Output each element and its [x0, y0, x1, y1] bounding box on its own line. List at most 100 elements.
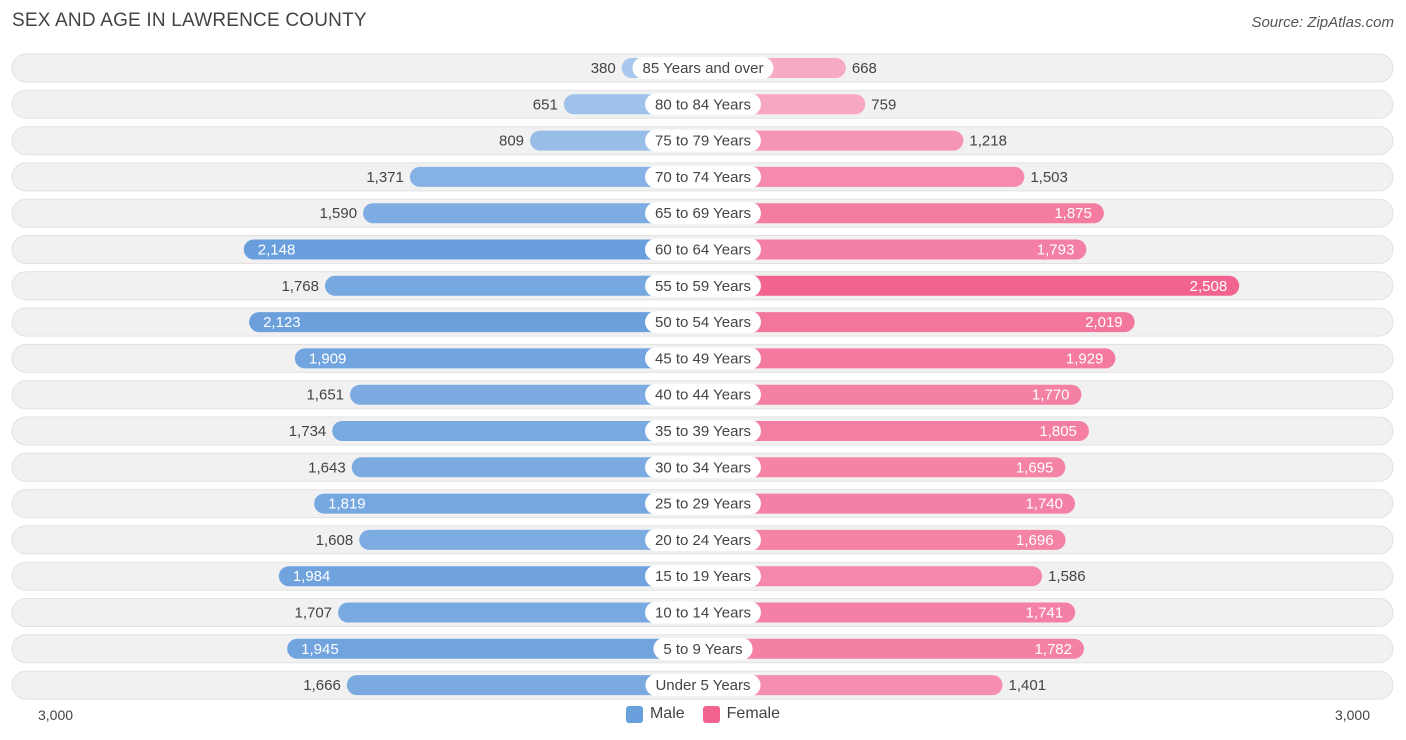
chart-row: 15 to 19 Years 1,984 1,586	[11, 561, 1394, 591]
bar-female	[703, 203, 1104, 224]
value-label-male: 1,984	[293, 568, 331, 585]
category-label: 25 to 29 Years	[655, 496, 751, 513]
value-label-male: 1,643	[308, 459, 346, 476]
category-label: 50 to 54 Years	[655, 314, 751, 331]
legend-swatch-male	[625, 705, 643, 723]
bar-female	[703, 384, 1082, 405]
category-label-pill	[645, 565, 761, 588]
category-label-pill	[645, 420, 761, 442]
bar-male	[409, 166, 703, 187]
value-label-male: 380	[591, 60, 616, 77]
value-label-male: 809	[499, 133, 524, 150]
category-label-pill	[645, 129, 761, 152]
category-label-pill	[645, 347, 761, 370]
category-label: Under 5 Years	[655, 677, 750, 694]
bar-female	[703, 130, 964, 151]
legend-item-male: Male	[625, 705, 685, 723]
value-label-female: 1,740	[1025, 496, 1063, 513]
value-label-male: 1,819	[328, 496, 366, 513]
bar-female	[703, 348, 1116, 369]
bar-male	[243, 239, 703, 260]
value-label-male: 1,945	[301, 641, 339, 658]
bar-female	[703, 493, 1076, 514]
category-label-pill	[645, 601, 761, 624]
chart-row: 75 to 79 Years 809 1,218	[11, 126, 1394, 156]
value-label-male: 651	[533, 96, 558, 113]
bar-male	[249, 312, 703, 333]
bar-female	[703, 638, 1084, 659]
value-label-female: 1,218	[969, 133, 1007, 150]
value-label-female: 1,793	[1037, 242, 1075, 259]
bar-male	[278, 566, 703, 587]
category-label: 30 to 34 Years	[655, 459, 751, 476]
bar-male	[314, 493, 703, 514]
bar-female	[703, 602, 1076, 623]
category-label-pill	[645, 674, 761, 697]
chart-row: 80 to 84 Years 651 759	[11, 89, 1394, 119]
category-label-pill	[645, 492, 761, 515]
value-label-female: 1,782	[1034, 641, 1072, 658]
value-label-female: 668	[852, 60, 877, 77]
value-label-female: 1,770	[1032, 387, 1070, 404]
category-label: 35 to 39 Years	[655, 423, 751, 440]
chart-row: 30 to 34 Years 1,643 1,695	[11, 452, 1394, 482]
chart-row: 85 Years and over 380 668	[11, 53, 1394, 83]
chart-row: 50 to 54 Years 2,123 2,019	[11, 307, 1394, 337]
legend-label-male: Male	[649, 705, 685, 722]
value-label-male: 1,768	[281, 278, 319, 295]
chart-title: SEX AND AGE IN LAWRENCE COUNTY	[12, 10, 367, 31]
bar-male	[287, 638, 703, 659]
category-label-pill	[645, 202, 761, 225]
bar-female	[703, 457, 1066, 478]
value-label-male: 1,707	[294, 605, 332, 622]
value-label-female: 1,586	[1048, 568, 1086, 585]
bar-male	[346, 675, 703, 696]
category-label-pill	[645, 238, 761, 261]
value-label-female: 1,696	[1016, 532, 1054, 549]
bar-female	[703, 529, 1066, 550]
category-label-pill	[645, 93, 761, 116]
category-label: 40 to 44 Years	[655, 387, 751, 404]
value-label-female: 1,401	[1009, 677, 1047, 694]
value-label-male: 2,123	[263, 314, 301, 331]
chart-row: 70 to 74 Years 1,371 1,503	[11, 162, 1394, 192]
category-label: 60 to 64 Years	[655, 242, 751, 259]
value-label-male: 1,590	[320, 205, 358, 222]
bar-male	[359, 529, 703, 550]
category-label: 5 to 9 Years	[663, 641, 742, 658]
value-label-female: 1,695	[1016, 459, 1054, 476]
bar-female	[703, 566, 1043, 587]
chart-row: 65 to 69 Years 1,590 1,875	[11, 198, 1394, 228]
category-label: 10 to 14 Years	[655, 605, 751, 622]
value-label-male: 1,651	[306, 387, 344, 404]
category-label-pill	[645, 165, 761, 188]
bar-male	[363, 203, 703, 224]
chart-row: 55 to 59 Years 1,768 2,508	[11, 271, 1394, 301]
bar-female	[703, 166, 1025, 187]
bar-male	[338, 602, 703, 623]
value-label-female: 1,805	[1039, 423, 1077, 440]
category-label: 45 to 49 Years	[655, 350, 751, 367]
value-label-male: 1,371	[366, 169, 404, 186]
category-label-pill	[645, 383, 761, 406]
category-label: 55 to 59 Years	[655, 278, 751, 295]
category-label-pill	[632, 57, 774, 79]
chart-row: 45 to 49 Years 1,909 1,929	[11, 343, 1394, 373]
legend-label-female: Female	[726, 705, 781, 722]
category-label-pill	[645, 528, 761, 551]
category-label: 70 to 74 Years	[655, 169, 751, 186]
chart-row: 40 to 44 Years 1,651 1,770	[11, 380, 1394, 410]
chart-row: Under 5 Years 1,666 1,401	[11, 670, 1394, 700]
bar-male	[294, 348, 703, 369]
chart-row: 20 to 24 Years 1,608 1,696	[11, 525, 1394, 555]
category-label-pill	[645, 456, 761, 479]
value-label-male: 1,608	[316, 532, 354, 549]
bar-female	[703, 675, 1003, 696]
value-label-female: 1,929	[1066, 350, 1104, 367]
value-label-female: 2,019	[1085, 314, 1123, 331]
axis-label-left: 3,000	[38, 707, 74, 723]
chart-row: 5 to 9 Years 1,945 1,782	[11, 634, 1394, 664]
bar-female	[703, 239, 1087, 260]
category-label: 15 to 19 Years	[655, 568, 751, 585]
